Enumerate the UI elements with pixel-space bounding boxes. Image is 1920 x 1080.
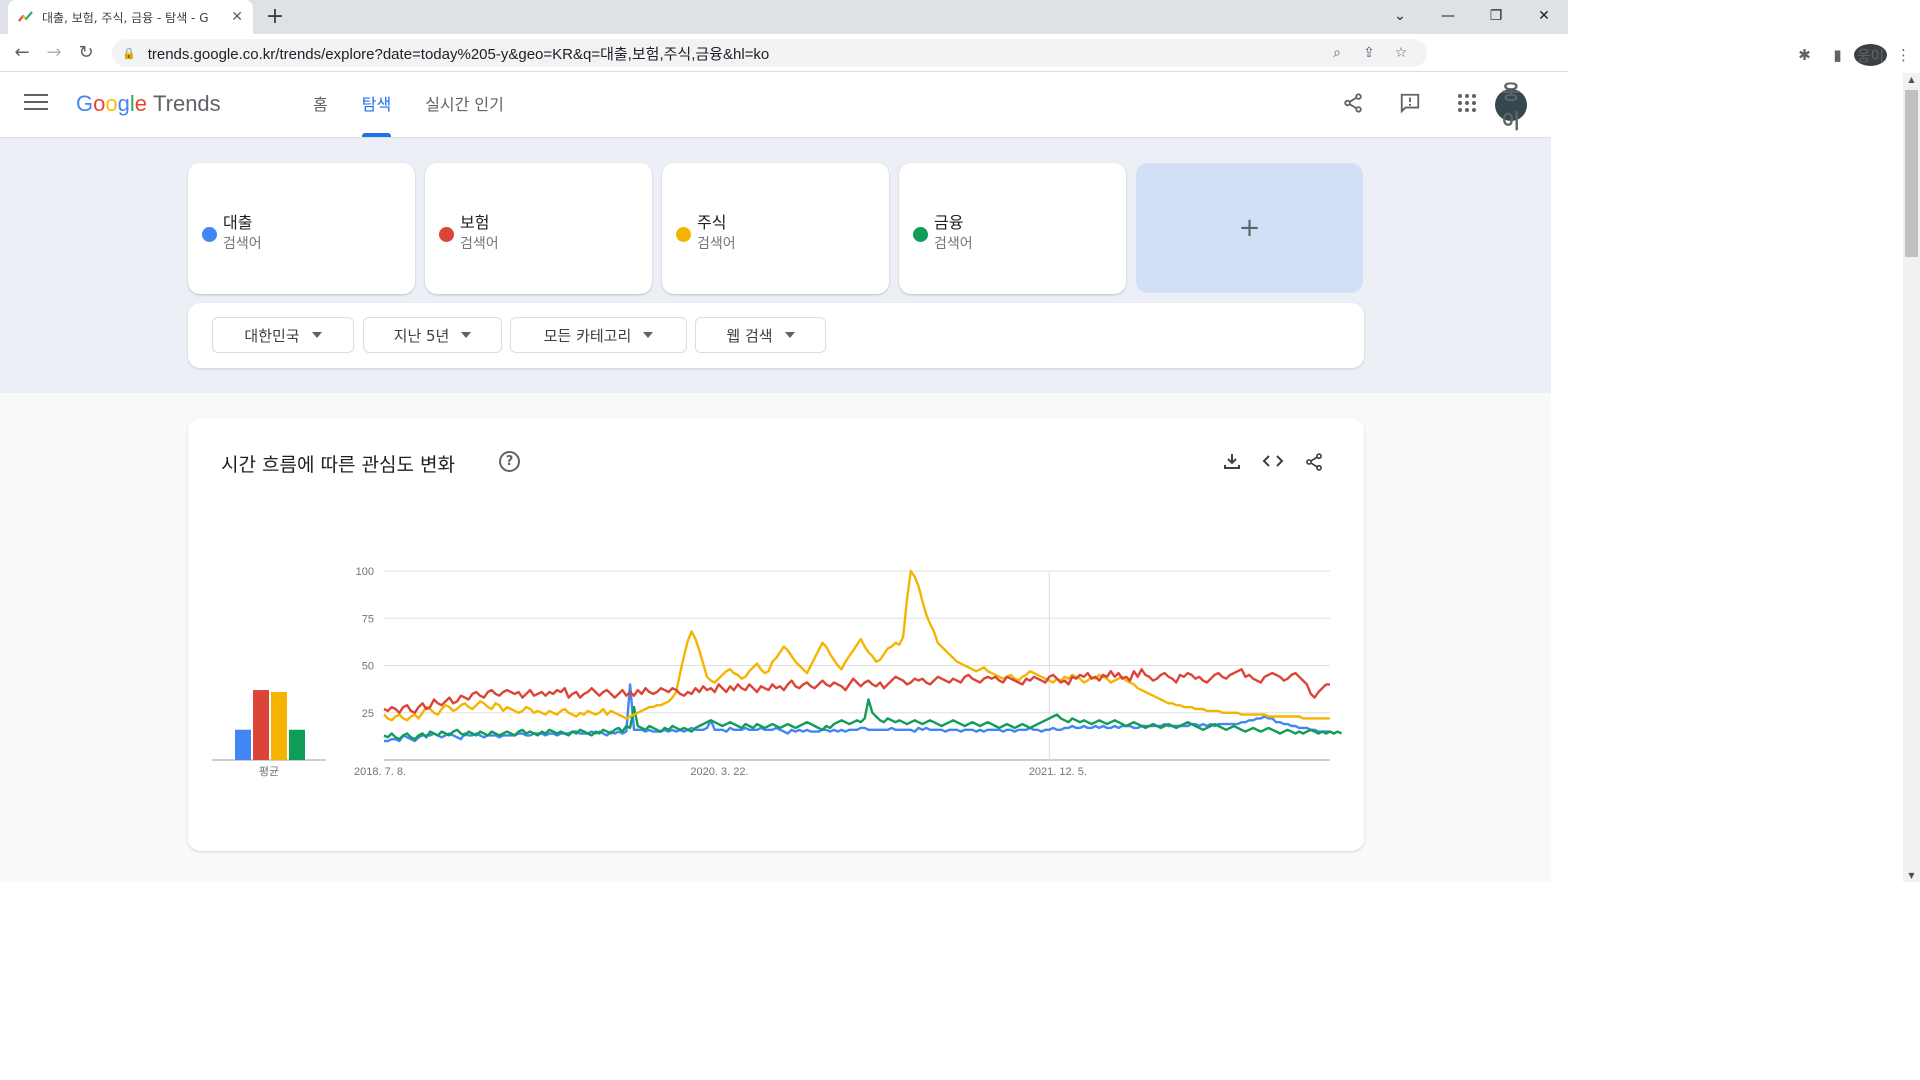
category-dropdown[interactable]: 모든 카테고리 (510, 317, 687, 353)
close-tab-icon[interactable]: ✕ (231, 9, 243, 25)
term-name: 보험 (460, 213, 490, 232)
series-line-금융 (383, 698, 1343, 741)
forward-icon[interactable]: → (46, 42, 62, 63)
logo-letter: g (117, 91, 130, 116)
logo-letter: o (93, 91, 106, 116)
dropdown-caret-icon (461, 332, 472, 338)
term-card-stock[interactable]: 주식 검색어 (662, 163, 889, 294)
avg-bar-대출 (235, 729, 251, 760)
search-type-value: 웹 검색 (726, 326, 773, 345)
account-avatar[interactable]: 웅이 (1495, 80, 1527, 133)
apps-grid-icon[interactable] (1438, 93, 1495, 118)
y-tick-label: 100 (356, 566, 374, 578)
x-tick-label: 2021. 12. 5. (1029, 766, 1087, 778)
period-value: 지난 5년 (393, 326, 450, 345)
nav-explore[interactable]: 탐색 (361, 73, 392, 137)
close-window-button[interactable]: ✕ (1538, 8, 1550, 24)
explore-content: 대출 검색어 보험 검색어 주식 검색어 금융 검색어 + 대한민국 지난 5년… (0, 138, 1551, 882)
avg-bar-보험 (253, 690, 269, 760)
tab-title: 대출, 보험, 주식, 금융 - 탐색 - G (42, 10, 209, 25)
browser-tab[interactable]: 대출, 보험, 주식, 금융 - 탐색 - G ✕ (8, 0, 253, 34)
share-page-icon[interactable]: ⇪ (1363, 45, 1375, 61)
embed-code-icon[interactable] (1252, 452, 1293, 477)
trends-favicon-icon (18, 11, 33, 22)
add-term-button[interactable]: + (1136, 163, 1363, 293)
nav-home[interactable]: 홈 (313, 95, 328, 114)
google-trends-logo[interactable]: Google Trends (76, 91, 221, 117)
term-name: 금융 (934, 213, 964, 232)
region-value: 대한민국 (244, 326, 300, 345)
download-csv-icon[interactable] (1211, 452, 1252, 477)
profile-avatar: 웅이 (1854, 44, 1887, 66)
logo-letter: o (105, 91, 118, 116)
period-dropdown[interactable]: 지난 5년 (363, 317, 502, 353)
term-name: 주식 (697, 213, 727, 232)
bookmark-star-icon[interactable]: ☆ (1394, 45, 1408, 61)
dropdown-caret-icon (311, 332, 322, 338)
x-tick-label: 2018. 7. 8. (354, 766, 406, 778)
term-type: 검색어 (934, 236, 973, 252)
series-line-주식 (383, 569, 1330, 722)
top-nav: 홈 탐색 실시간 인기 (313, 73, 538, 137)
back-icon[interactable]: ← (14, 42, 30, 63)
extensions-icon[interactable]: ✱ (1798, 46, 1811, 64)
new-tab-button[interactable]: + (265, 4, 285, 29)
page-scrollbar[interactable]: ▲ ▼ (1903, 73, 1920, 882)
trends-header: Google Trends 홈 탐색 실시간 인기 웅이 (0, 73, 1551, 138)
logo-trends-text: Trends (153, 91, 221, 116)
term-type: 검색어 (697, 236, 736, 252)
filter-bar: 대한민국 지난 5년 모든 카테고리 웹 검색 (188, 303, 1364, 368)
term-type: 검색어 (223, 236, 262, 252)
feedback-icon[interactable] (1381, 92, 1438, 119)
search-page-icon[interactable]: ⌕ (1333, 45, 1341, 61)
term-type: 검색어 (460, 236, 499, 252)
term-card-finance[interactable]: 금융 검색어 (899, 163, 1126, 294)
y-tick-label: 50 (362, 661, 374, 673)
main-menu-icon[interactable] (24, 94, 48, 115)
reload-icon[interactable]: ↻ (78, 42, 94, 63)
scroll-up-icon[interactable]: ▲ (1908, 75, 1915, 84)
profile-button[interactable]: 웅이 (1854, 44, 1887, 66)
series-line-보험 (383, 668, 1330, 714)
card-title: 시간 흐름에 따른 관심도 변화 (221, 454, 455, 476)
browser-menu-icon[interactable]: ⋮ (1896, 46, 1911, 64)
share-chart-icon[interactable] (1293, 452, 1334, 477)
address-bar[interactable]: 🔒 trends.google.co.kr/trends/explore?dat… (112, 39, 1427, 67)
dropdown-caret-icon (643, 332, 654, 338)
logo-letter: l (129, 91, 135, 116)
avg-bar-금융 (289, 729, 305, 760)
tab-search-icon[interactable]: ⌄ (1394, 8, 1406, 24)
y-tick-label: 25 (362, 708, 374, 720)
browser-tabbar: 대출, 보험, 주식, 금융 - 탐색 - G ✕ + ⌄ — ❐ ✕ (0, 0, 1568, 34)
y-tick-label: 75 (362, 613, 374, 625)
term-card-loan[interactable]: 대출 검색어 (188, 163, 415, 294)
nav-trending[interactable]: 실시간 인기 (425, 95, 504, 114)
restore-button[interactable]: ❐ (1489, 8, 1503, 24)
term-color-dot (439, 227, 454, 242)
side-panel-icon[interactable]: ▮ (1833, 46, 1842, 64)
interest-over-time-card: 시간 흐름에 따른 관심도 변화 ? 25 50 75 100 2018. 7. 8. 2… (188, 418, 1364, 851)
avg-bar-주식 (271, 691, 287, 760)
share-icon[interactable] (1324, 92, 1381, 119)
scroll-down-icon[interactable]: ▼ (1908, 871, 1915, 880)
term-color-dot (676, 227, 691, 242)
term-card-insurance[interactable]: 보험 검색어 (425, 163, 652, 294)
help-icon[interactable]: ? (499, 451, 520, 472)
lock-icon[interactable]: 🔒 (122, 46, 136, 60)
category-value: 모든 카테고리 (543, 326, 632, 345)
avg-label: 평균 (259, 765, 279, 778)
logo-letter: G (76, 91, 94, 116)
interest-line-chart[interactable]: 25 50 75 100 2018. 7. 8. 2020. 3. 22. 2021. 12… (188, 418, 1364, 851)
logo-letter: e (134, 91, 148, 116)
url-text[interactable]: trends.google.co.kr/trends/explore?date=… (147, 45, 770, 63)
minimize-button[interactable]: — (1441, 8, 1455, 24)
term-color-dot (202, 227, 217, 242)
region-dropdown[interactable]: 대한민국 (212, 317, 354, 353)
x-tick-label: 2020. 3. 22. (690, 766, 748, 778)
search-type-dropdown[interactable]: 웹 검색 (695, 317, 826, 353)
term-color-dot (913, 227, 928, 242)
dropdown-caret-icon (784, 332, 795, 338)
scrollbar-thumb[interactable] (1905, 90, 1918, 257)
term-name: 대출 (223, 213, 253, 232)
